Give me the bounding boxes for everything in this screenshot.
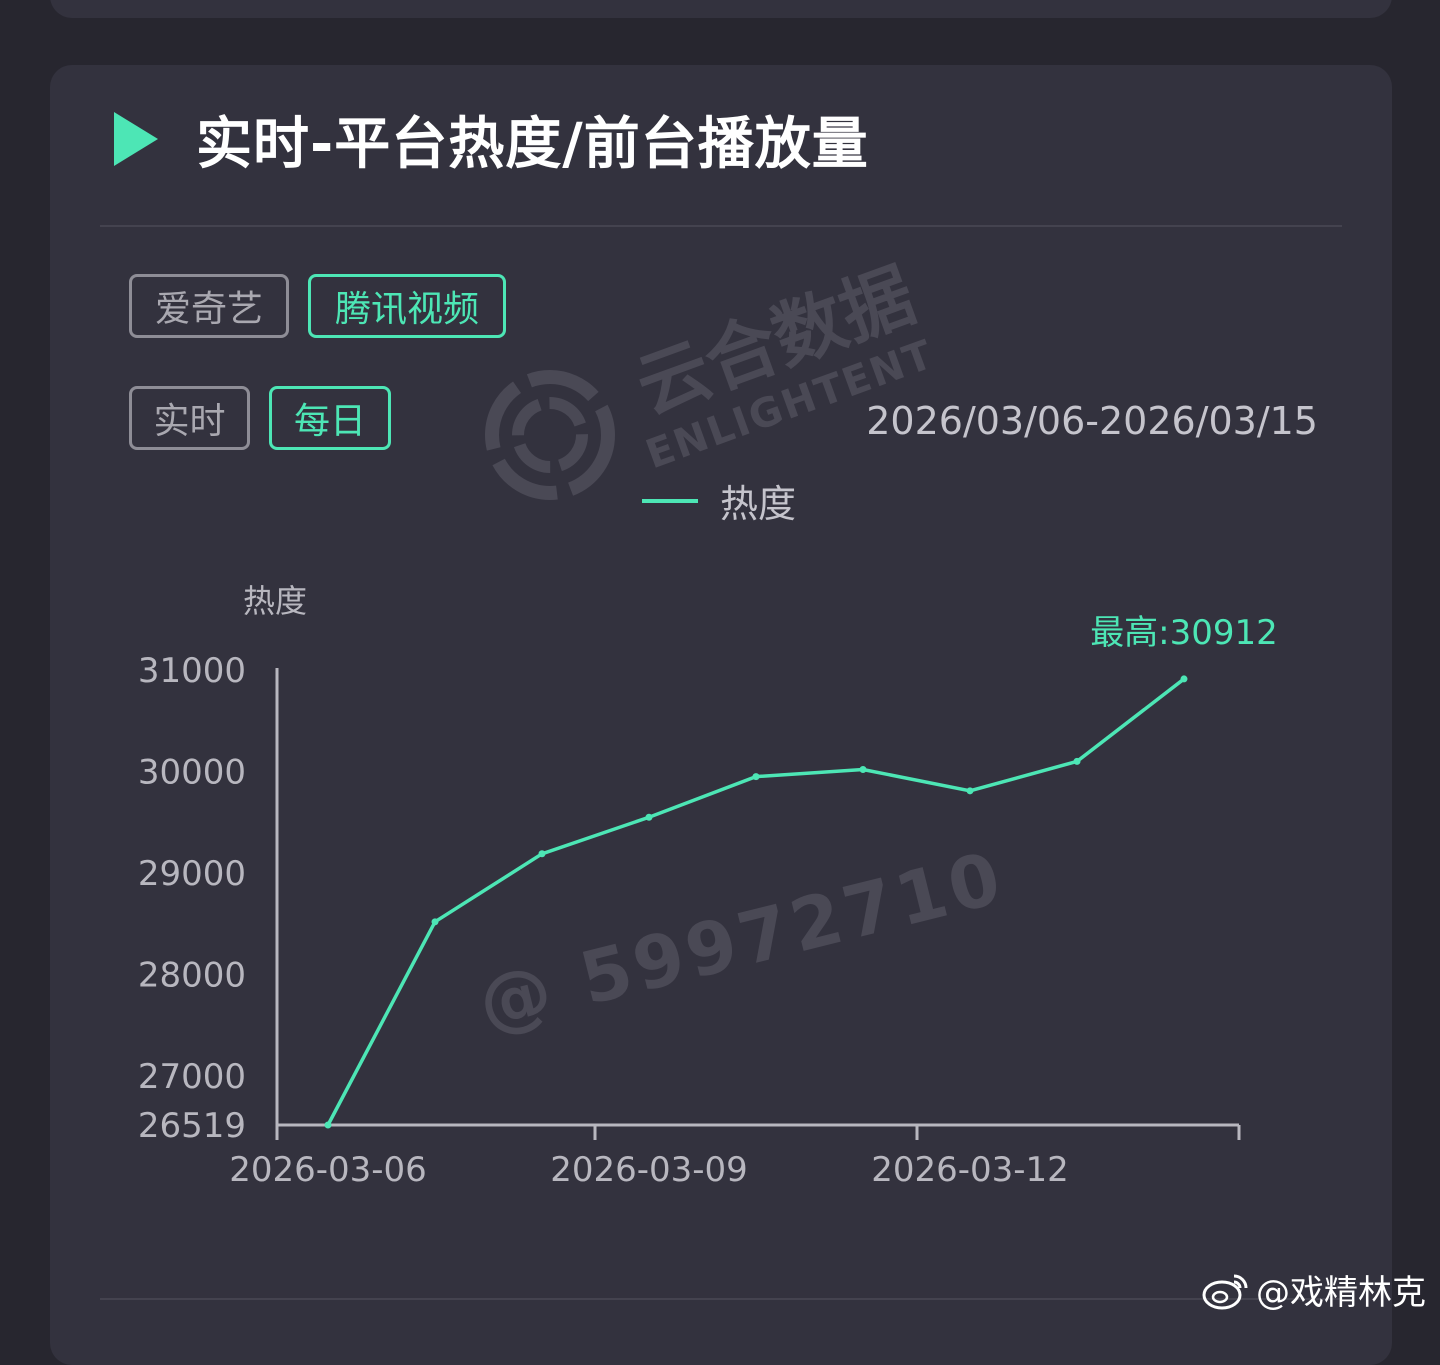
max-annotation: 最高:30912: [1090, 613, 1278, 653]
y-tick-label: 31000: [138, 651, 246, 691]
data-point[interactable]: [752, 773, 760, 781]
header-divider: [100, 225, 1342, 227]
data-point[interactable]: [645, 813, 653, 821]
data-point[interactable]: [431, 918, 439, 926]
legend-swatch: [642, 498, 698, 503]
series-line-heat: [326, 677, 1186, 1126]
data-point[interactable]: [859, 766, 867, 774]
legend-label: 热度: [720, 482, 797, 526]
card-header: 实时-平台热度/前台播放量: [114, 107, 869, 177]
data-point[interactable]: [966, 787, 974, 795]
tab-daily[interactable]: 每日: [269, 386, 391, 450]
heat-line-chart: 热度 26519 27000 28000 29000 30000 31000 2026-0…: [138, 582, 1278, 1190]
previous-card: [50, 0, 1392, 18]
x-tick-label: 2026-03-12: [871, 1150, 1069, 1190]
data-point[interactable]: [1073, 757, 1081, 765]
heat-card: 实时-平台热度/前台播放量 爱奇艺 腾讯视频 实时 每日 2026/03/06-…: [50, 65, 1392, 1365]
y-tick-label: 26519: [138, 1106, 246, 1146]
y-tick-label: 28000: [138, 956, 246, 996]
weibo-icon: [1202, 1274, 1248, 1309]
footer-divider: [100, 1298, 1342, 1300]
tab-realtime[interactable]: 实时: [129, 386, 250, 450]
weibo-watermark: @戏精林克: [1202, 1265, 1426, 1314]
x-tick-label: 2026-03-06: [229, 1150, 427, 1190]
y-tick-label: 30000: [138, 753, 246, 793]
y-axis-label: 热度: [243, 582, 307, 620]
data-point[interactable]: [1180, 675, 1188, 683]
tab-iqiyi[interactable]: 爱奇艺: [129, 274, 289, 338]
date-range: 2026/03/06-2026/03/15: [866, 399, 1318, 443]
x-tick-label: 2026-03-09: [550, 1150, 748, 1190]
card-title: 实时-平台热度/前台播放量: [196, 111, 869, 177]
y-tick-label: 29000: [138, 854, 246, 894]
y-tick-label: 27000: [138, 1057, 246, 1097]
data-point[interactable]: [538, 850, 546, 858]
chart-legend[interactable]: 热度: [642, 473, 796, 528]
tab-tencent-video[interactable]: 腾讯视频: [308, 274, 506, 338]
weibo-handle: @戏精林克: [1256, 1273, 1426, 1313]
play-icon: [114, 112, 158, 166]
data-point[interactable]: [324, 1121, 332, 1129]
